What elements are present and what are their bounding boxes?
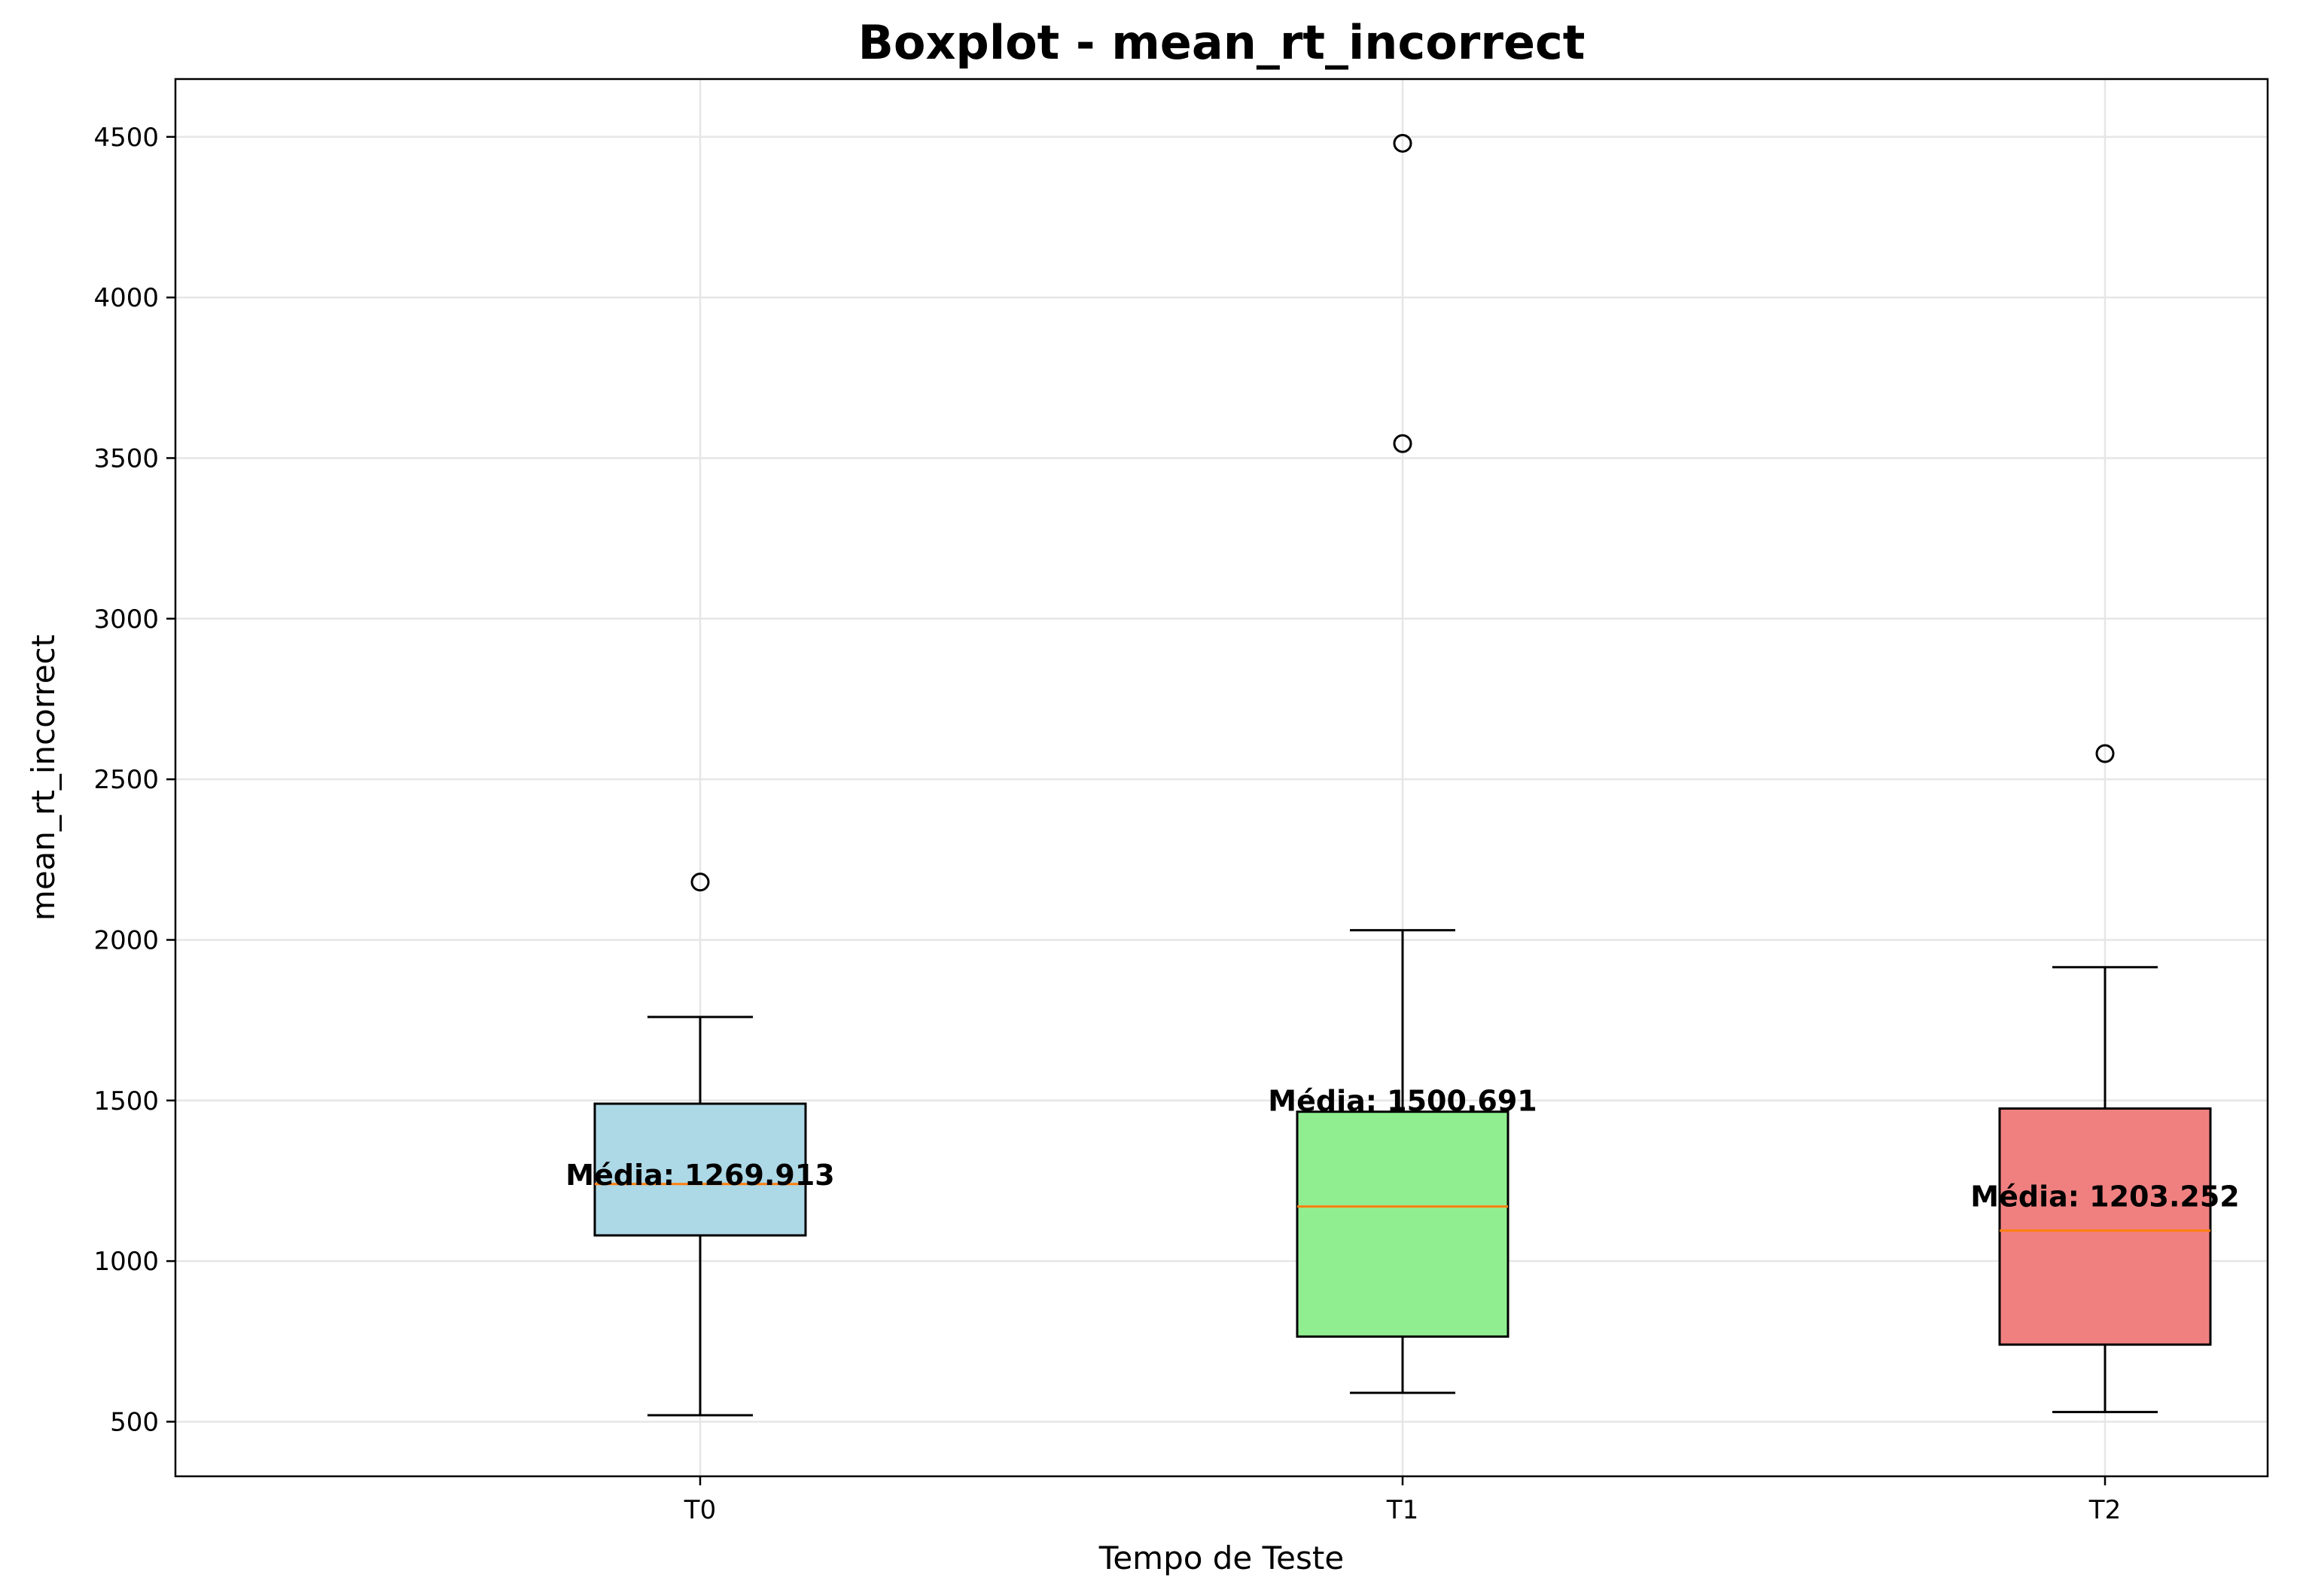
outlier-point xyxy=(1393,434,1412,453)
x-tick-label: T2 xyxy=(2088,1495,2121,1525)
y-tick-label: 1500 xyxy=(93,1086,159,1116)
x-tick-label: T0 xyxy=(684,1495,716,1525)
y-tick-label: 2000 xyxy=(93,925,159,955)
y-tick-label: 3000 xyxy=(93,605,159,635)
outlier-point xyxy=(2095,744,2115,763)
mean-label: Média: 1203.252 xyxy=(1970,1180,2239,1213)
box-layer: Média: 1269.913 Média: 1500.691 Média: 120… xyxy=(565,133,2240,1417)
x-axis-label: Tempo de Teste xyxy=(1098,1540,1344,1576)
box-body xyxy=(593,1102,807,1237)
plot-frame xyxy=(174,78,2269,1478)
box-T0: Média: 1269.913 xyxy=(565,873,835,1417)
box-body xyxy=(1296,1110,1510,1338)
chart-title: Boxplot - mean_rt_incorrect xyxy=(858,15,1586,70)
box-body xyxy=(1998,1107,2212,1346)
x-tick-label: T1 xyxy=(1386,1495,1418,1525)
y-tick-label: 4000 xyxy=(93,283,159,313)
outlier-point xyxy=(690,873,710,892)
box-T2: Média: 1203.252 xyxy=(1970,744,2240,1414)
grid-layer xyxy=(175,79,2268,1476)
mean-label: Média: 1269.913 xyxy=(565,1159,834,1192)
y-tick-label: 2500 xyxy=(93,765,159,795)
y-tick-label: 3500 xyxy=(93,443,159,474)
y-tick-label: 4500 xyxy=(93,123,159,153)
y-axis-label: mean_rt_incorrect xyxy=(25,635,62,921)
outlier-point xyxy=(1393,133,1412,153)
mean-label: Média: 1500.691 xyxy=(1268,1085,1537,1118)
box-T1: Média: 1500.691 xyxy=(1268,133,1537,1394)
y-tick-label: 500 xyxy=(110,1407,159,1437)
axis-layer: 500 1000 1500 2000 2500 3000 3500 4000 4500 T0 T1 T… xyxy=(93,123,2121,1525)
y-tick-label: 1000 xyxy=(93,1247,159,1277)
